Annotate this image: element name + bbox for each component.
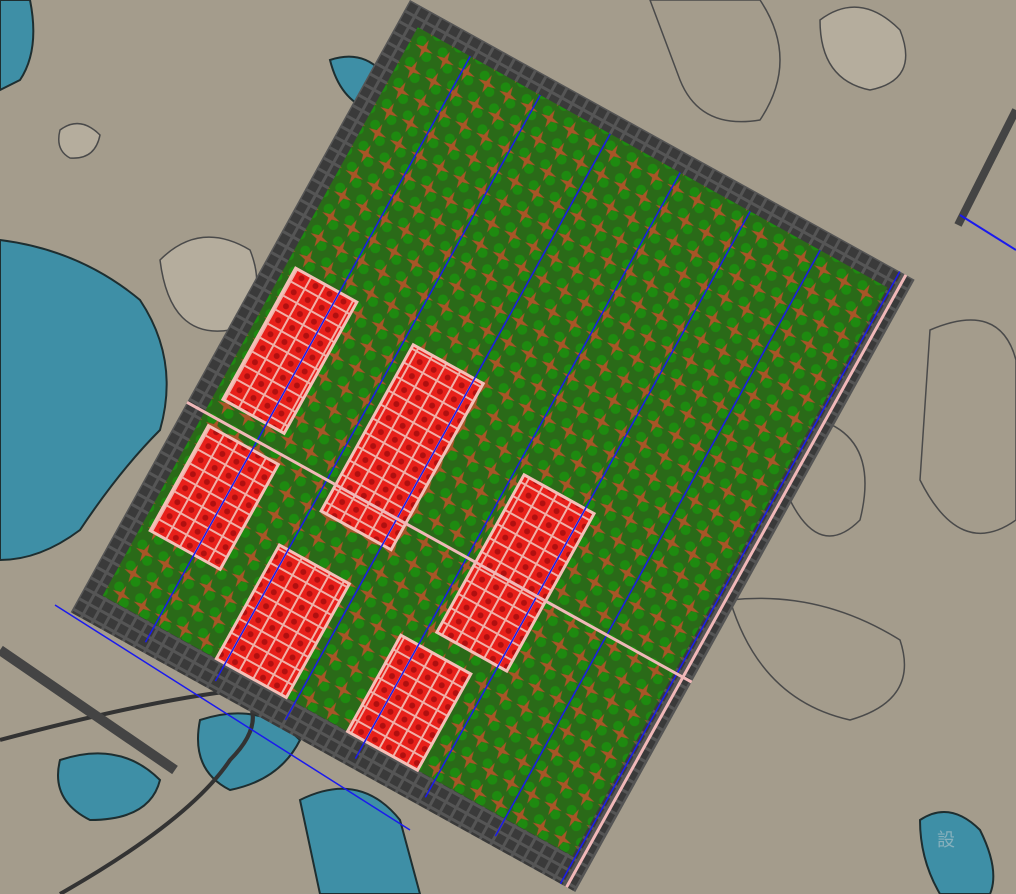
power-line bbox=[959, 214, 1016, 251]
rails bbox=[186, 274, 908, 888]
rail-curve bbox=[0, 687, 255, 894]
watermark: 設 bbox=[937, 830, 955, 851]
production-block bbox=[214, 542, 352, 700]
terrain-highlands bbox=[58, 0, 1016, 721]
power-line bbox=[54, 604, 411, 831]
rail-spur bbox=[0, 645, 178, 775]
production-block bbox=[345, 633, 473, 773]
production-block bbox=[434, 472, 597, 674]
rail-line bbox=[954, 108, 1016, 227]
power-lines bbox=[144, 55, 901, 885]
production-block bbox=[220, 266, 359, 436]
factory-base[interactable] bbox=[70, 0, 915, 892]
